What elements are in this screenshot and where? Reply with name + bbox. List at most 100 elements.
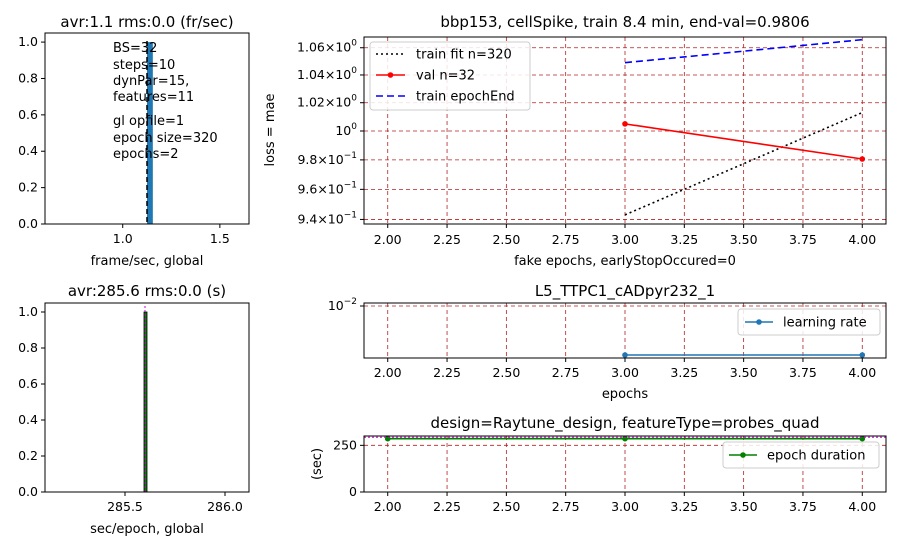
x-tick-label: 4.00 — [848, 232, 876, 247]
legend-marker — [740, 452, 746, 458]
data-point — [859, 156, 866, 162]
x-tick-label: 3.75 — [789, 232, 817, 247]
x-tick-label: 2.25 — [433, 365, 461, 380]
y-tick-label: 0.4 — [18, 412, 38, 427]
loss-panel: bbp153, cellSpike, train 8.4 min, end-va… — [263, 13, 887, 269]
y-tick-label: 1.04×100 — [297, 66, 357, 82]
y-tick-label: 100 — [335, 122, 357, 138]
annotation-text: BS=32 — [113, 41, 157, 56]
y-tick-label: 0.8 — [18, 70, 38, 85]
y-tick-label: 0.0 — [18, 216, 38, 231]
x-tick-label: 3.25 — [670, 365, 698, 380]
y-tick-label: 1.0 — [18, 34, 38, 49]
x-tick-label: 3.50 — [730, 365, 758, 380]
annotation-text: steps=10 — [113, 58, 175, 73]
epoch-duration-panel: design=Raytune_design, featureType=probe… — [310, 414, 887, 514]
legend: train fit n=320 val n=32 train epochEnd — [369, 41, 531, 111]
x-tick-label: 2.25 — [433, 232, 461, 247]
plot-frame — [44, 32, 250, 225]
y-tick-label: 1.06×100 — [297, 39, 357, 55]
series-line — [624, 123, 863, 160]
series-line — [624, 38, 863, 64]
y-tick-label: 0.6 — [18, 376, 38, 391]
data-point — [622, 352, 628, 358]
annotation-text: features=11 — [113, 90, 194, 105]
x-tick-label: 2.00 — [374, 365, 402, 380]
x-axis-label: fake epochs, earlyStopOccured=0 — [514, 254, 736, 269]
chart-title: design=Raytune_design, featureType=probe… — [431, 414, 820, 433]
y-axis-label: loss = mae — [263, 94, 278, 167]
annotation-text: dynPar=15, — [113, 74, 189, 89]
y-tick-label: 0.0 — [18, 484, 38, 499]
learning-rate-panel: L5_TTPC1_cADpyr232_1 10−2 2.00 2.25 2.50 2.75… — [328, 282, 887, 402]
y-tick-label: 0 — [349, 484, 357, 499]
legend: learning rate — [737, 308, 881, 336]
legend-label: val n=32 — [416, 69, 475, 84]
x-tick-label: 3.00 — [611, 365, 639, 380]
x-tick-label: 3.25 — [670, 499, 698, 514]
x-tick-label: 3.00 — [611, 499, 639, 514]
legend-box — [722, 441, 880, 469]
y-axis-label: (sec) — [310, 448, 325, 480]
x-tick-label: 3.75 — [789, 499, 817, 514]
x-axis-label: frame/sec, global — [91, 254, 204, 269]
y-tick-label: 1.02×100 — [297, 94, 357, 110]
x-tick-label: 3.50 — [730, 232, 758, 247]
x-axis-label: epochs — [602, 387, 649, 402]
x-tick-label: 2.25 — [433, 499, 461, 514]
histogram-bar — [147, 42, 153, 224]
data-point — [859, 352, 866, 358]
annotation-text: epoch size=320 — [113, 131, 218, 146]
legend-label: epoch duration — [767, 449, 865, 464]
y-tick-label: 0.2 — [18, 448, 38, 463]
legend: epoch duration — [722, 441, 880, 469]
x-tick-label: 3.00 — [611, 232, 639, 247]
y-tick-label: 9.6×10−1 — [297, 180, 357, 196]
y-tick-label: 0.8 — [18, 340, 38, 355]
x-tick-label: 2.00 — [374, 232, 402, 247]
legend-label: learning rate — [783, 316, 867, 331]
legend-box — [369, 41, 531, 111]
y-tick-label: 0.6 — [18, 107, 38, 122]
legend-marker — [756, 319, 762, 325]
y-tick-label: 0.4 — [18, 143, 38, 158]
x-tick-label: 2.75 — [552, 499, 580, 514]
data-point — [622, 121, 628, 127]
chart-title: avr:1.1 rms:0.0 (fr/sec) — [60, 13, 233, 31]
x-axis-label: sec/epoch, global — [90, 522, 204, 537]
x-tick-label: 2.00 — [374, 499, 402, 514]
x-tick-label: 4.00 — [848, 499, 876, 514]
x-tick-label: 3.75 — [789, 365, 817, 380]
chart-title: avr:285.6 rms:0.0 (s) — [68, 282, 226, 300]
chart-title: L5_TTPC1_cADpyr232_1 — [535, 282, 715, 301]
x-tick-label: 3.25 — [670, 232, 698, 247]
x-tick-label: 285.5 — [107, 499, 143, 514]
x-tick-label: 3.50 — [730, 499, 758, 514]
x-tick-label: 2.50 — [492, 499, 520, 514]
legend-marker — [387, 72, 394, 78]
annotation-text: gl opfile=1 — [113, 114, 184, 129]
chart-title: bbp153, cellSpike, train 8.4 min, end-va… — [440, 13, 809, 31]
data-point — [622, 435, 628, 442]
y-tick-label: 10−2 — [328, 297, 357, 313]
y-tick-label: 9.8×10−1 — [297, 151, 357, 167]
x-tick-label: 1.0 — [113, 231, 133, 246]
y-tick-label: 0.2 — [18, 180, 38, 195]
series-line — [624, 111, 863, 216]
y-tick-label: 250 — [333, 437, 357, 452]
time-histogram-panel: avr:285.6 rms:0.0 (s) 0.0 0.2 0.4 0.6 0.8 1.0 2… — [18, 282, 250, 537]
legend-label: train fit n=320 — [416, 48, 512, 63]
x-tick-label: 286.0 — [207, 499, 243, 514]
x-tick-label: 2.50 — [492, 365, 520, 380]
x-tick-label: 2.75 — [552, 365, 580, 380]
y-tick-label: 9.4×10−1 — [297, 210, 357, 226]
y-tick-label: 1.0 — [18, 304, 38, 319]
fps-histogram-panel: avr:1.1 rms:0.0 (fr/sec) 0.0 0.2 0.4 0.6 0.8 1… — [18, 13, 250, 269]
x-tick-label: 2.50 — [492, 232, 520, 247]
x-tick-label: 4.00 — [848, 365, 876, 380]
annotation-text: epochs=2 — [113, 147, 179, 162]
legend-box — [737, 308, 881, 336]
x-tick-label: 2.75 — [552, 232, 580, 247]
x-tick-label: 1.5 — [210, 231, 230, 246]
